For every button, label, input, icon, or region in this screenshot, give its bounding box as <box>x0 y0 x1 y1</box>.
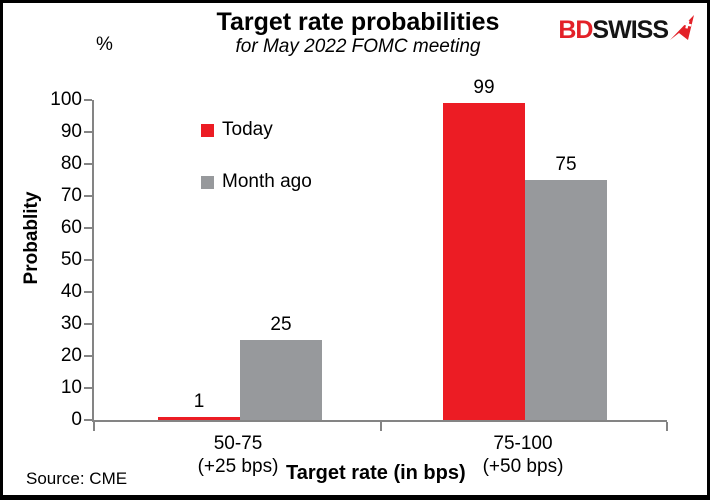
legend-swatch-month-ago <box>201 175 214 189</box>
y-tick-label: 100 <box>50 89 82 110</box>
y-tick-mark <box>84 355 92 357</box>
chart-subtitle: for May 2022 FOMC meeting <box>235 36 481 57</box>
y-tick-label: 40 <box>60 281 82 302</box>
legend-label-month-ago: Month ago <box>222 171 312 192</box>
y-tick-label: 60 <box>60 217 82 238</box>
bar-value-label: 1 <box>193 391 205 412</box>
y-tick-label: 50 <box>60 249 82 270</box>
x-tick-mark <box>666 422 668 431</box>
bar-value-label: 25 <box>270 314 292 335</box>
x-category-label: 50-75 (+25 bps) <box>197 433 279 477</box>
bar-value-label: 75 <box>555 154 577 175</box>
chart-title: Target rate probabilities <box>216 8 500 36</box>
plot-area: Today Month ago 0 10 20 30 40 50 60 70 80 90 100 1 9… <box>50 77 668 431</box>
legend-label-today: Today <box>222 119 273 140</box>
x-category-label: 75-100 (+50 bps) <box>482 433 564 477</box>
bar-value-label: 99 <box>473 77 495 98</box>
y-axis-unit-label: % <box>96 34 113 55</box>
y-tick-label: 30 <box>60 313 82 334</box>
y-tick-label: 70 <box>60 185 82 206</box>
y-tick-label: 90 <box>60 121 82 142</box>
y-tick-mark <box>84 387 92 389</box>
y-tick-mark <box>84 419 92 421</box>
x-axis-title: Target rate (in bps) <box>286 462 466 484</box>
y-tick-label: 10 <box>60 377 82 398</box>
bar-month-ago-1 <box>525 180 607 420</box>
legend-item-month-ago: Month ago <box>201 170 312 194</box>
x-tick-mark <box>380 422 382 431</box>
y-tick-label: 20 <box>60 345 82 366</box>
source-note: Source: CME <box>26 469 128 488</box>
y-tick-mark <box>84 227 92 229</box>
legend-item-today: Today <box>201 118 273 142</box>
y-tick-mark <box>84 259 92 261</box>
x-tick-mark <box>93 422 95 431</box>
bar-today-0 <box>158 417 240 420</box>
y-tick-mark <box>84 163 92 165</box>
bdswiss-logo: BD SWISS <box>558 14 695 46</box>
y-tick-mark <box>84 99 92 101</box>
y-tick-label: 80 <box>60 153 82 174</box>
logo-text-bd: BD <box>558 15 593 44</box>
legend-swatch-today <box>201 123 214 137</box>
logo-text-swiss: SWISS <box>592 15 669 44</box>
bar-month-ago-0 <box>240 340 322 420</box>
y-tick-mark <box>84 323 92 325</box>
y-tick-mark <box>84 131 92 133</box>
bdswiss-arrow-icon <box>668 14 695 46</box>
y-tick-label: 0 <box>71 409 82 430</box>
y-tick-mark <box>84 195 92 197</box>
y-tick-mark <box>84 291 92 293</box>
bar-today-1 <box>443 103 525 420</box>
